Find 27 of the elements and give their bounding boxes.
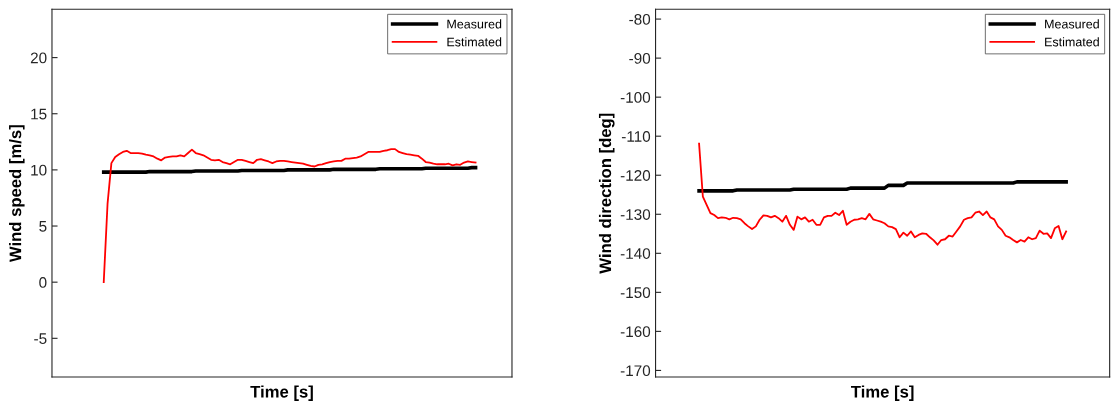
line-series — [102, 148, 477, 284]
y-tick-label: -80 — [629, 13, 651, 25]
legend-label: Estimated — [447, 37, 502, 47]
y-tick-label: -120 — [620, 170, 651, 181]
line-series — [698, 142, 1068, 246]
legend-label: Estimated — [1045, 37, 1099, 47]
x-axis-title: Time [s] — [850, 385, 914, 401]
y-tick-label: -170 — [620, 365, 651, 377]
y-tick-label: -100 — [620, 92, 651, 103]
y-tick-label: 0 — [39, 277, 47, 288]
y-tick-label: 15 — [31, 108, 47, 120]
y-tick-label: -150 — [620, 287, 651, 299]
y-tick-label: 5 — [39, 221, 47, 232]
y-tick-label: -130 — [620, 209, 651, 220]
y-axis-title: Wind direction [deg] — [598, 113, 615, 274]
legend-label: Measured — [1045, 19, 1099, 29]
y-tick-label: -110 — [621, 131, 651, 142]
y-tick-label: -5 — [34, 333, 47, 344]
y-tick-label: 10 — [31, 164, 47, 176]
line-series — [697, 180, 1068, 193]
y-tick-label: -160 — [620, 326, 651, 338]
y-tick-label: -90 — [629, 52, 651, 64]
legend-label: Measured — [447, 19, 502, 29]
y-tick-label: 20 — [30, 52, 47, 64]
y-axis-title: Wind speed [m/s] — [9, 125, 25, 263]
y-tick-label: -140 — [620, 248, 651, 259]
x-axis-title: Time [s] — [250, 385, 313, 401]
